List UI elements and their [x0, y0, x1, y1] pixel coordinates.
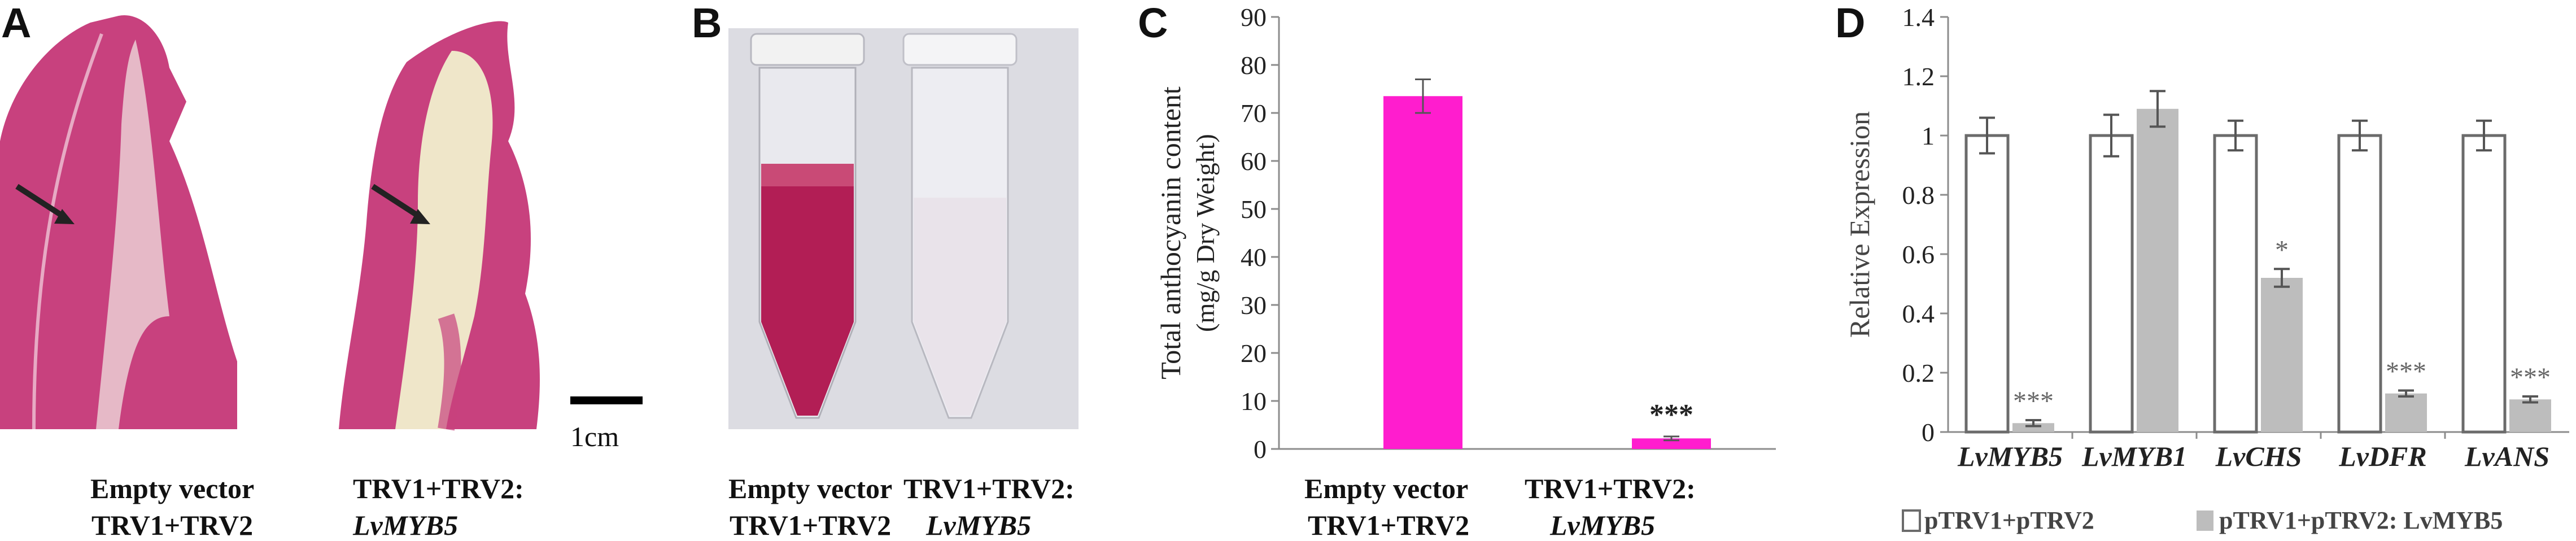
panel-c-label: C	[1138, 0, 1168, 46]
bar	[1383, 96, 1462, 449]
y-tick-label: 0	[1922, 418, 1935, 447]
legend-label: pTRV1+pTRV2	[1924, 507, 2094, 534]
significance-label: ***	[2013, 386, 2054, 416]
tube-photo	[728, 28, 1079, 429]
significance-label: ***	[2510, 363, 2551, 392]
scale-bar	[570, 396, 643, 404]
y-tick-label: 0	[1254, 435, 1267, 463]
bar	[2089, 134, 2134, 434]
bar	[2213, 134, 2258, 434]
y-axis-title: Total anthocyanin content	[1155, 86, 1186, 379]
bar	[2461, 134, 2507, 434]
y-tick-label: 40	[1241, 243, 1267, 272]
bar	[2337, 134, 2382, 434]
silenced-tube	[902, 33, 1018, 419]
anthocyanin-chart: 0 10 20 30 40 50 60 70 80 90 *** Total anthocyanin …	[1155, 3, 1776, 463]
significance-label: *	[2275, 235, 2289, 265]
panel-b-label: B	[692, 0, 722, 46]
bar	[2012, 423, 2054, 432]
y-tick-label: 60	[1241, 147, 1267, 176]
y-axis-title: Relative Expression	[1844, 111, 1875, 338]
panel-a-label: A	[1, 0, 32, 46]
silenced-petal	[339, 21, 540, 431]
arrow-icon	[15, 184, 75, 224]
x-tick-label: LvCHS	[2215, 440, 2302, 472]
legend-label: pTRV1+pTRV2: LvMYB5	[2219, 507, 2503, 534]
caption-c-right-1: TRV1+TRV2:	[1525, 473, 1696, 504]
bar	[2261, 278, 2303, 432]
expression-chart: 0 0.2 0.4 0.6 0.8 1 1.2 1.4 *** LvMYB5 LvMYB1 * LvCH…	[1844, 3, 2569, 534]
legend-swatch	[2197, 511, 2213, 531]
y-tick-label: 0.6	[1902, 240, 1935, 269]
y-tick-label: 0.4	[1902, 299, 1935, 328]
bar	[2137, 108, 2178, 432]
x-tick-label: LvMYB5	[1957, 440, 2063, 472]
arrow-icon	[371, 184, 430, 224]
caption-a-left-1: Empty vector	[90, 473, 255, 504]
significance-label: ***	[2386, 357, 2426, 387]
x-tick-label: LvDFR	[2338, 440, 2427, 472]
caption-b-right-1: TRV1+TRV2:	[903, 473, 1075, 504]
legend-swatch	[1902, 509, 1921, 532]
y-axis-unit: (mg/g Dry Weight)	[1191, 134, 1220, 332]
y-tick-label: 90	[1241, 3, 1267, 32]
y-tick-label: 1.4	[1902, 3, 1935, 32]
bar	[2385, 393, 2427, 432]
scale-bar-label: 1cm	[570, 421, 619, 452]
x-tick-label: LvMYB1	[2081, 440, 2187, 472]
caption-a-left-2: TRV1+TRV2	[91, 509, 254, 541]
caption-c-left-2: TRV1+TRV2	[1308, 509, 1470, 541]
caption-a-right-1: TRV1+TRV2:	[353, 473, 524, 504]
y-tick-label: 0.2	[1902, 359, 1935, 387]
bar	[1964, 134, 2010, 434]
caption-b-right-2: LvMYB5	[926, 509, 1032, 541]
panel-d-label: D	[1835, 0, 1866, 46]
bar	[2509, 399, 2551, 432]
control-tube	[750, 33, 865, 419]
y-tick-label: 0.8	[1902, 181, 1935, 210]
y-tick-label: 50	[1241, 195, 1267, 224]
caption-a-right-2: LvMYB5	[353, 509, 459, 541]
y-tick-label: 10	[1241, 387, 1267, 416]
y-tick-label: 20	[1241, 339, 1267, 368]
y-tick-label: 70	[1241, 99, 1267, 128]
caption-b-left-1: Empty vector	[728, 473, 893, 504]
caption-c-left-1: Empty vector	[1304, 473, 1469, 504]
caption-c-right-2: LvMYB5	[1550, 509, 1656, 541]
control-petal	[0, 15, 237, 430]
bar	[1632, 438, 1711, 449]
y-tick-label: 1.2	[1902, 62, 1935, 91]
petal-photos	[0, 15, 643, 431]
caption-b-left-2: TRV1+TRV2	[730, 509, 892, 541]
significance-label: ***	[1649, 399, 1693, 431]
y-tick-label: 1	[1922, 121, 1935, 150]
y-tick-label: 80	[1241, 51, 1267, 80]
x-tick-label: LvANS	[2464, 440, 2549, 472]
y-tick-label: 30	[1241, 291, 1267, 320]
